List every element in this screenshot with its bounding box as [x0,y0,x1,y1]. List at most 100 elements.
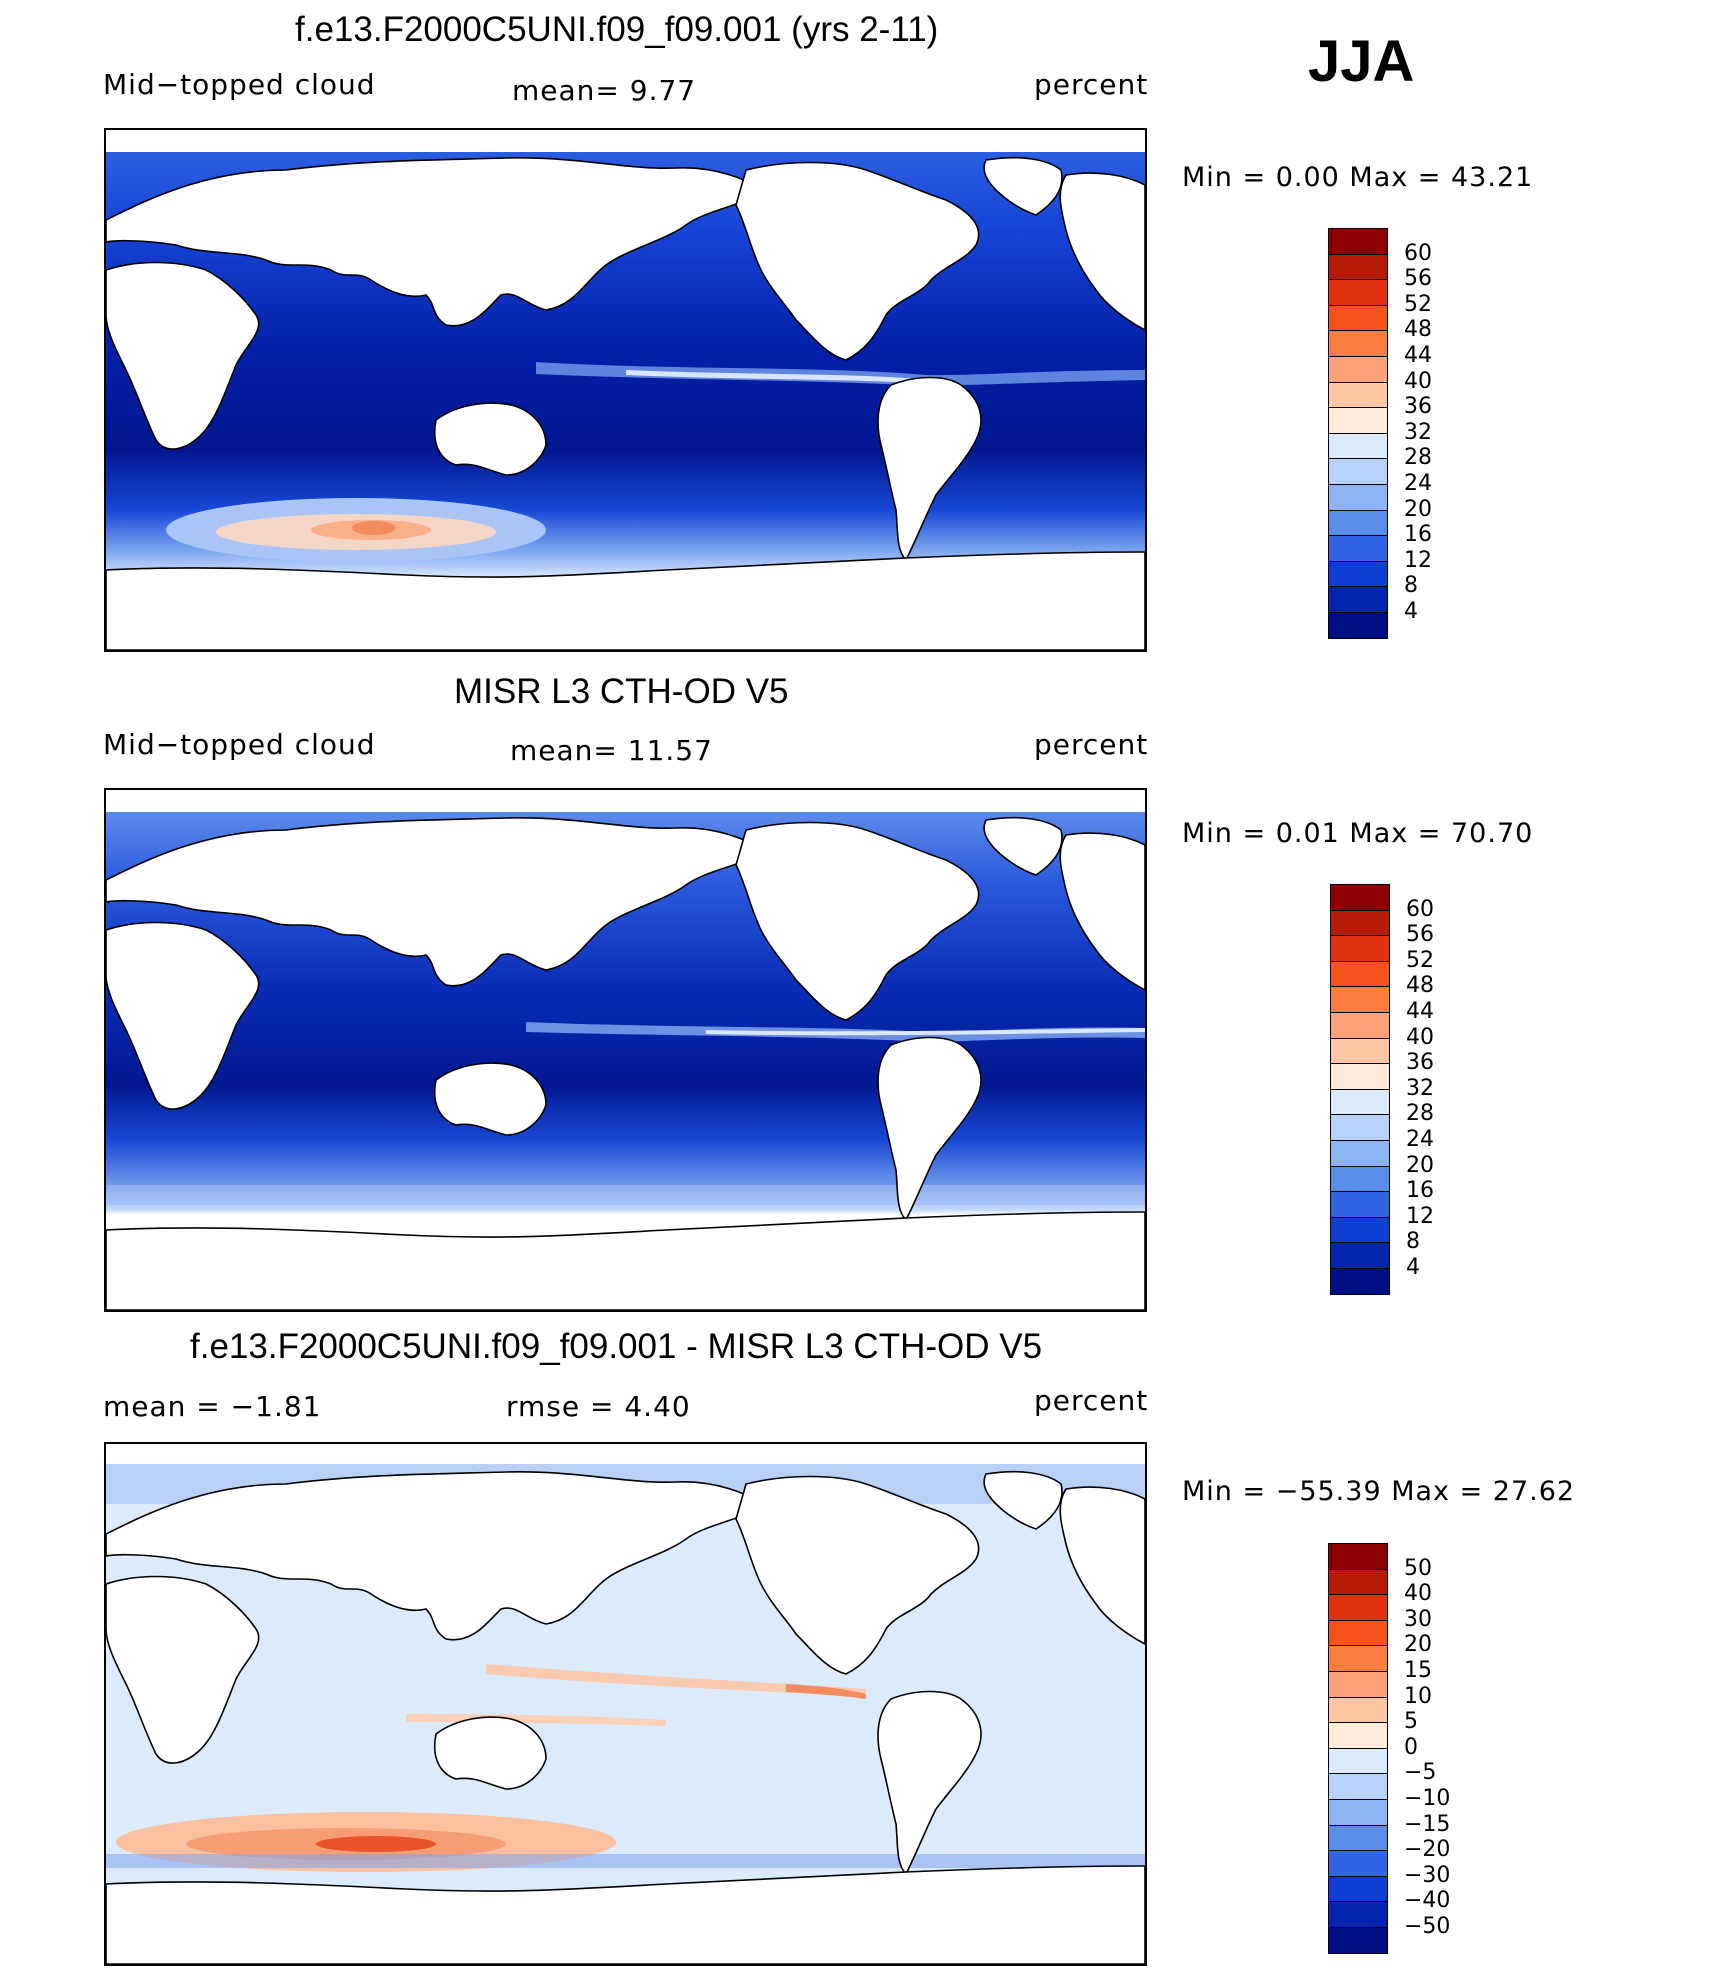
colorbar-tick-label: −5 [1404,1760,1437,1786]
colorbar-tick-label: 40 [1406,1024,1434,1050]
colorbar-tick-label: 10 [1404,1683,1432,1709]
map-obs [104,788,1147,1312]
panel-title-diff: f.e13.F2000C5UNI.f09_f09.001 - MISR L3 C… [190,1327,1043,1366]
colorbar-swatch [1328,484,1388,511]
colorbar-swatch [1330,935,1390,962]
colorbar-swatch [1328,1619,1388,1647]
colorbar-tick-label: 15 [1404,1658,1432,1683]
colorbar-swatch [1328,1645,1388,1672]
colorbar-tick-label: 60 [1404,240,1432,266]
colorbar-tick-label: 20 [1404,496,1432,522]
colorbar-swatch [1328,1824,1388,1852]
map-model [104,128,1147,652]
colorbar-tick-label: 30 [1404,1606,1432,1632]
colorbar-swatch [1328,586,1388,613]
colorbar-swatch [1330,1268,1390,1295]
colorbar-swatch [1328,1747,1388,1775]
colorbar-swatch [1328,253,1388,281]
colorbar-swatch [1328,458,1388,485]
colorbar-tick-label: 40 [1404,1581,1432,1607]
colorbar-swatch [1330,1063,1390,1090]
colorbar-swatch [1328,304,1388,332]
colorbar-tick-label: 48 [1406,973,1434,999]
colorbar-tick-label: 8 [1406,1229,1420,1255]
colorbar-tick-label: −50 [1404,1914,1451,1939]
colorbar-swatch [1328,1799,1388,1826]
colorbar-tick-label: 0 [1404,1734,1418,1760]
colorbar-swatch [1330,1242,1390,1269]
colorbar-tick-label: 40 [1404,368,1432,394]
colorbar-swatch [1330,1140,1390,1167]
colorbar-swatch [1330,1012,1390,1039]
colorbar-swatch [1328,1594,1388,1621]
colorbar-swatch [1330,960,1390,988]
colorbar-swatch [1328,1927,1388,1954]
colorbar-swatch [1328,330,1388,357]
colorbar-swatch [1330,884,1390,911]
colorbar-swatch [1328,1671,1388,1698]
colorbar-tick-label: 52 [1404,291,1432,317]
colorbar-swatch [1330,1037,1390,1065]
season-label: JJA [1308,29,1415,94]
colorbar-tick-label: −20 [1404,1837,1451,1863]
panel-mean-label-model: mean= 9.77 [512,74,697,107]
colorbar-tick-label: 4 [1404,599,1418,624]
colorbar-tick-label: 36 [1406,1050,1434,1076]
colorbar-swatch [1328,560,1388,588]
colorbar-swatch [1328,1722,1388,1749]
panel-title-model: f.e13.F2000C5UNI.f09_f09.001 (yrs 2-11) [295,10,939,49]
panel-variable-label-model: Mid−topped cloud [103,68,376,101]
panel-units-label-model: percent [1034,68,1149,101]
colorbar-swatch [1328,1696,1388,1724]
colorbar-swatch [1328,1901,1388,1928]
min-max-label-diff: Min = −55.39 Max = 27.62 [1182,1476,1576,1507]
colorbar-tick-label: 56 [1406,922,1434,948]
panel-mean-label-obs: mean= 11.57 [510,734,713,767]
colorbar-tick-label: 5 [1404,1709,1418,1735]
colorbar-swatch [1328,1543,1388,1570]
colorbar-swatch [1328,509,1388,537]
panel-units-label-obs: percent [1034,728,1149,761]
colorbar-tick-label: 12 [1406,1203,1434,1229]
colorbar-tick-label: 20 [1404,1632,1432,1658]
colorbar-swatch [1328,381,1388,409]
colorbar-tick-label: 50 [1404,1555,1432,1581]
panel-title-obs: MISR L3 CTH-OD V5 [454,672,789,711]
colorbar-swatch [1328,1568,1388,1596]
colorbar-swatch [1330,1165,1390,1193]
colorbar-tick-label: 24 [1406,1127,1434,1152]
panel-variable-label-obs: Mid−topped cloud [103,728,376,761]
colorbar-swatch [1328,432,1388,460]
colorbar-tick-label: −30 [1404,1862,1451,1888]
colorbar-tick-label: 28 [1404,445,1432,471]
colorbar-tick-label: 12 [1404,547,1432,573]
colorbar-swatch [1330,1088,1390,1116]
colorbar-swatch [1328,1773,1388,1800]
colorbar-swatch [1328,228,1388,255]
colorbar-tick-label: 8 [1404,573,1418,599]
colorbar-tick-label: 4 [1406,1255,1420,1280]
colorbar-tick-label: 32 [1406,1075,1434,1101]
colorbar-tick-label: 44 [1406,999,1434,1024]
colorbar-swatch [1330,909,1390,937]
min-max-label-model: Min = 0.00 Max = 43.21 [1182,162,1534,193]
colorbar-tick-label: −10 [1404,1786,1451,1811]
colorbar-tick-label: 44 [1404,343,1432,368]
colorbar-swatch [1328,612,1388,639]
colorbar-tick-label: −15 [1404,1811,1451,1837]
colorbar-tick-label: 36 [1404,394,1432,420]
colorbar-tick-label: 48 [1404,317,1432,343]
map-diff [104,1442,1147,1966]
colorbar-swatch [1328,1850,1388,1877]
colorbar-swatch [1328,356,1388,383]
colorbar-tick-label: 56 [1404,266,1432,292]
colorbar-tick-label: 20 [1406,1152,1434,1178]
panel-mean-label-diff: mean = −1.81 [103,1390,322,1423]
colorbar-tick-label: 16 [1406,1178,1434,1204]
colorbar-tick-label: 60 [1406,896,1434,922]
colorbar-tick-label: −40 [1404,1888,1451,1914]
colorbar-tick-label: 16 [1404,522,1432,548]
colorbar-tick-label: 28 [1406,1101,1434,1127]
colorbar-swatch [1330,1114,1390,1141]
colorbar-swatch [1328,407,1388,434]
